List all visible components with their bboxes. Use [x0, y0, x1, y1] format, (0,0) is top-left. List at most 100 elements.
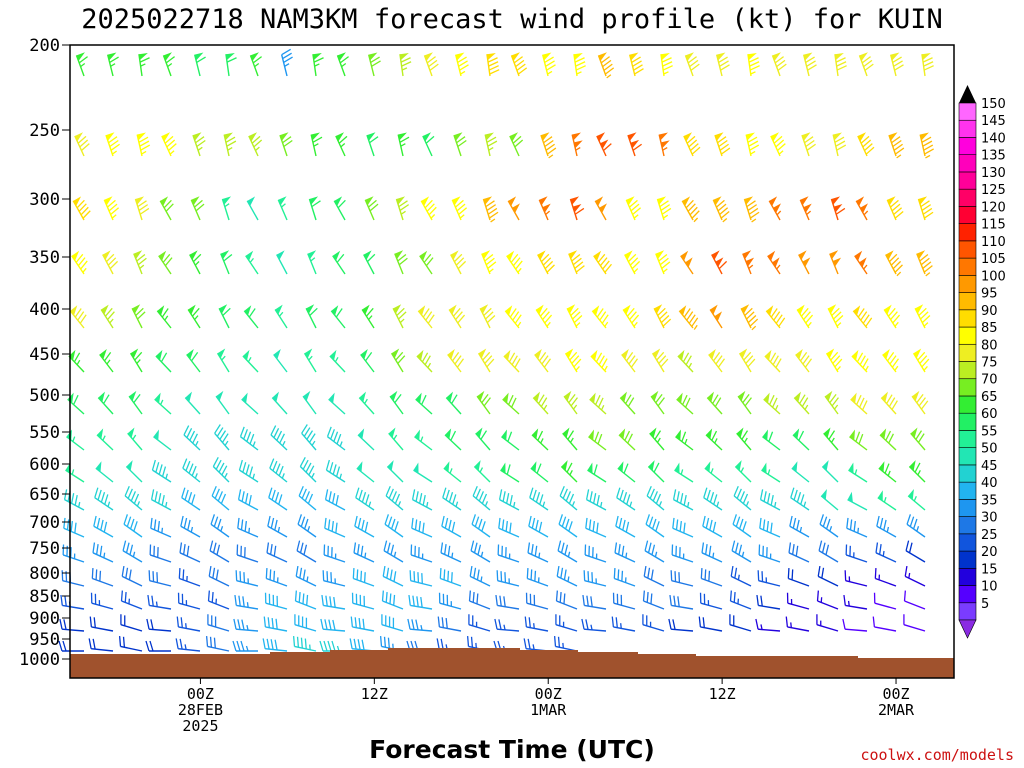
wind-barb — [399, 52, 412, 77]
wind-barb — [303, 348, 317, 373]
wind-barb — [795, 349, 813, 373]
wind-barb — [367, 52, 381, 77]
wind-barb — [497, 544, 520, 563]
wind-barb — [555, 590, 578, 610]
wind-barb — [385, 486, 404, 511]
wind-barb — [354, 515, 375, 538]
wind-barb — [849, 429, 868, 451]
wind-barb — [103, 196, 120, 221]
wind-barb — [150, 489, 172, 511]
wind-barb — [873, 592, 897, 610]
wind-barb — [593, 250, 612, 275]
wind-barb — [221, 196, 232, 221]
colorbar-swatch — [958, 481, 977, 500]
wind-barb — [700, 568, 723, 587]
wind-barb — [153, 429, 172, 451]
wind-barb — [589, 392, 607, 415]
wind-barb — [788, 542, 810, 563]
wind-barb — [729, 614, 752, 632]
wind-barb — [264, 592, 288, 610]
wind-barb — [214, 424, 230, 451]
wind-barb — [409, 570, 433, 587]
wind-barb — [158, 250, 173, 275]
wind-barb — [156, 305, 172, 329]
wind-barb — [175, 638, 201, 652]
wind-barb — [353, 542, 375, 563]
wind-barb — [617, 461, 636, 483]
wind-barb — [498, 517, 520, 538]
wind-barb — [785, 616, 810, 632]
wind-barb — [591, 305, 609, 329]
wind-barb — [903, 614, 926, 632]
wind-barb — [322, 570, 346, 587]
wind-barb — [507, 196, 520, 221]
plot-frame — [69, 44, 955, 679]
colorbar-label: 35 — [981, 493, 998, 508]
wind-barb — [621, 349, 639, 373]
wind-barb — [320, 618, 346, 632]
wind-barb — [411, 517, 433, 538]
wind-barb — [190, 196, 205, 221]
wind-barb — [277, 196, 288, 221]
wind-barb — [223, 132, 237, 157]
colorbar-swatch — [958, 343, 977, 362]
wind-barb — [162, 52, 175, 77]
colorbar-label: 85 — [981, 321, 998, 336]
wind-barb — [237, 517, 259, 538]
wind-barb — [847, 491, 868, 511]
wind-barb — [669, 594, 694, 610]
colorbar-label: 125 — [981, 183, 1006, 198]
colorbar-swatch — [958, 430, 977, 448]
wind-barb — [911, 390, 929, 415]
wind-barb — [351, 592, 375, 610]
colorbar-label: 80 — [981, 338, 998, 353]
wind-barb — [208, 565, 230, 587]
wind-barb — [71, 250, 88, 275]
wind-barb — [912, 348, 930, 373]
wind-barb — [349, 638, 375, 652]
wind-barb — [848, 462, 868, 483]
wind-barb — [854, 250, 868, 275]
wind-barb — [386, 460, 404, 483]
colorbar-label: 55 — [981, 424, 998, 439]
wind-barb — [296, 540, 317, 563]
wind-barb — [798, 250, 811, 275]
colorbar-label: 70 — [981, 373, 998, 388]
wind-barb — [855, 196, 869, 221]
wind-barb — [597, 52, 615, 79]
colorbar-swatch — [958, 361, 977, 380]
wind-barb — [672, 489, 694, 511]
wind-barb — [89, 616, 114, 632]
wind-barb — [192, 132, 206, 157]
wind-barb — [858, 52, 874, 77]
wind-barb — [585, 489, 607, 511]
wind-barb — [581, 618, 607, 632]
wind-barb — [414, 429, 433, 451]
wind-barb — [308, 196, 321, 221]
wind-barb — [594, 196, 607, 221]
wind-barb — [540, 132, 557, 159]
wind-barb — [532, 391, 549, 415]
wind-barb — [584, 544, 607, 563]
wind-barb — [675, 429, 694, 451]
wind-barb — [216, 348, 230, 373]
wind-barb — [383, 540, 404, 563]
wind-barb — [159, 196, 174, 221]
wind-barb — [883, 304, 901, 329]
wind-barb — [357, 428, 375, 451]
wind-barb — [874, 568, 897, 587]
wind-barb — [824, 390, 839, 415]
wind-barb — [888, 132, 905, 159]
wind-barb — [758, 544, 781, 563]
wind-barb — [97, 391, 114, 415]
wind-barb — [60, 594, 85, 610]
colorbar-swatch — [958, 412, 977, 431]
wind-barb — [301, 424, 317, 451]
wind-barb — [613, 568, 636, 587]
wind-barb — [66, 429, 85, 451]
wind-barb — [355, 487, 375, 511]
wind-barb — [323, 544, 346, 563]
wind-barb — [829, 250, 842, 275]
wind-barb — [705, 428, 723, 451]
